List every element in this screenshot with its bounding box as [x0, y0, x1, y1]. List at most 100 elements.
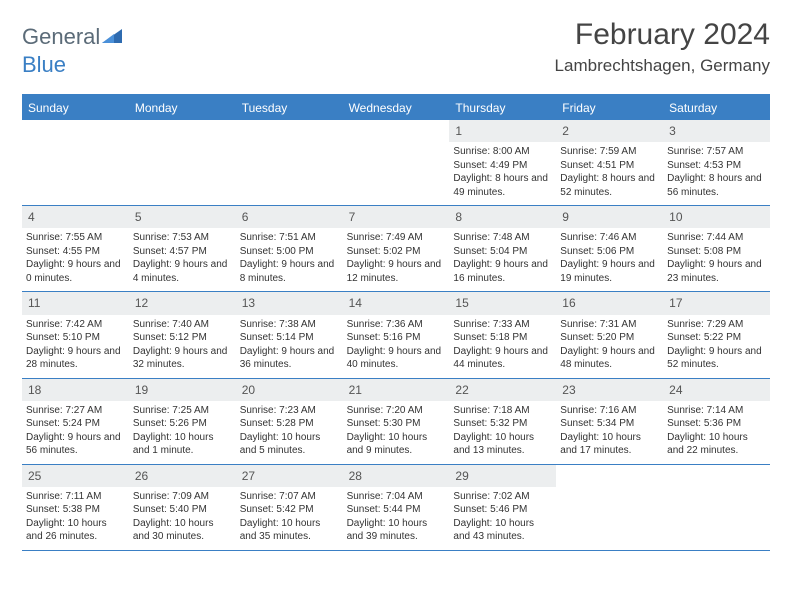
dow-sunday: Sunday	[22, 96, 129, 120]
daylight-text: Daylight: 9 hours and 48 minutes.	[560, 345, 659, 372]
day-details: Sunrise: 7:44 AMSunset: 5:08 PMDaylight:…	[667, 231, 766, 285]
day-details: Sunrise: 8:00 AMSunset: 4:49 PMDaylight:…	[453, 145, 552, 199]
day-cell: 15 Sunrise: 7:33 AMSunset: 5:18 PMDayligh…	[449, 292, 556, 377]
sunset-text: Sunset: 5:44 PM	[347, 503, 446, 517]
day-cell: 10 Sunrise: 7:44 AMSunset: 5:08 PMDayligh…	[663, 206, 770, 291]
sunset-text: Sunset: 5:00 PM	[240, 245, 339, 259]
day-number: 24	[663, 379, 770, 401]
daylight-text: Daylight: 9 hours and 36 minutes.	[240, 345, 339, 372]
day-cell: 9 Sunrise: 7:46 AMSunset: 5:06 PMDaylight…	[556, 206, 663, 291]
day-details: Sunrise: 7:57 AMSunset: 4:53 PMDaylight:…	[667, 145, 766, 199]
daylight-text: Daylight: 10 hours and 17 minutes.	[560, 431, 659, 458]
day-cell: 16Sunrise: 7:31 AMSunset: 5:20 PMDayligh…	[556, 292, 663, 377]
sunset-text: Sunset: 5:26 PM	[133, 417, 232, 431]
sunset-text: Sunset: 5:06 PM	[560, 245, 659, 259]
day-cell: 25Sunrise: 7:11 AMSunset: 5:38 PMDayligh…	[22, 465, 129, 550]
daylight-text: Daylight: 10 hours and 26 minutes.	[26, 517, 125, 544]
sunrise-text: Sunrise: 7:55 AM	[26, 231, 125, 245]
month-title: February 2024	[555, 18, 770, 52]
sunset-text: Sunset: 5:12 PM	[133, 331, 232, 345]
sunset-text: Sunset: 4:55 PM	[26, 245, 125, 259]
day-cell: 2Sunrise: 7:59 AMSunset: 4:51 PMDaylight…	[556, 120, 663, 205]
day-cell: 1Sunrise: 8:00 AMSunset: 4:49 PMDaylight…	[449, 120, 556, 205]
day-number: 26	[129, 465, 236, 487]
day-cell: 12Sunrise: 7:40 AMSunset: 5:12 PMDayligh…	[129, 292, 236, 377]
day-details: Sunrise: 7:38 AMSunset: 5:14 PMDaylight:…	[240, 318, 339, 372]
sunrise-text: Sunrise: 7:16 AM	[560, 404, 659, 418]
day-number: 28	[343, 465, 450, 487]
location-label: Lambrechtshagen, Germany	[555, 56, 770, 76]
sunset-text: Sunset: 5:22 PM	[667, 331, 766, 345]
week-row: 1Sunrise: 8:00 AMSunset: 4:49 PMDaylight…	[22, 120, 770, 206]
sunrise-text: Sunrise: 7:57 AM	[667, 145, 766, 159]
sunset-text: Sunset: 5:46 PM	[453, 503, 552, 517]
day-number: 21	[343, 379, 450, 401]
daylight-text: Daylight: 9 hours and 8 minutes.	[240, 258, 339, 285]
sunrise-text: Sunrise: 7:27 AM	[26, 404, 125, 418]
day-number: 15	[449, 292, 556, 314]
sunrise-text: Sunrise: 7:59 AM	[560, 145, 659, 159]
day-details: Sunrise: 7:23 AMSunset: 5:28 PMDaylight:…	[240, 404, 339, 458]
day-details: Sunrise: 7:16 AMSunset: 5:34 PMDaylight:…	[560, 404, 659, 458]
logo-text-blue: Blue	[22, 52, 66, 77]
sunrise-text: Sunrise: 7:53 AM	[133, 231, 232, 245]
daylight-text: Daylight: 10 hours and 1 minute.	[133, 431, 232, 458]
sunrise-text: Sunrise: 7:04 AM	[347, 490, 446, 504]
daylight-text: Daylight: 9 hours and 4 minutes.	[133, 258, 232, 285]
day-number: 10	[663, 206, 770, 228]
day-number: 22	[449, 379, 556, 401]
sunrise-text: Sunrise: 7:31 AM	[560, 318, 659, 332]
daylight-text: Daylight: 9 hours and 52 minutes.	[667, 345, 766, 372]
week-row: 18 Sunrise: 7:27 AMSunset: 5:24 PM Dayligh…	[22, 379, 770, 465]
sunset-text: Sunset: 5:02 PM	[347, 245, 446, 259]
day-cell: 22Sunrise: 7:18 AMSunset: 5:32 PMDayligh…	[449, 379, 556, 464]
sunrise-text: Sunrise: 7:14 AM	[667, 404, 766, 418]
day-number: 19	[129, 379, 236, 401]
sunset-text: Sunset: 5:32 PM	[453, 417, 552, 431]
day-cell: 26Sunrise: 7:09 AMSunset: 5:40 PMDayligh…	[129, 465, 236, 550]
daylight-text: Daylight: 9 hours and 16 minutes.	[453, 258, 552, 285]
day-details: Sunrise: 7:46 AMSunset: 5:06 PMDaylight:…	[560, 231, 659, 285]
dow-thursday: Thursday	[449, 96, 556, 120]
sunrise-text: Sunrise: 7:40 AM	[133, 318, 232, 332]
week-row: 4 Sunrise: 7:55 AMSunset: 4:55 PM Daylight…	[22, 206, 770, 292]
day-number: 9	[556, 206, 663, 228]
day-number: 18	[22, 379, 129, 401]
day-details: Sunrise: 7:11 AMSunset: 5:38 PMDaylight:…	[26, 490, 125, 544]
day-number: 4	[22, 206, 129, 228]
sunrise-text: Sunrise: 8:00 AM	[453, 145, 552, 159]
day-details: Sunrise: 7:29 AMSunset: 5:22 PMDaylight:…	[667, 318, 766, 372]
daylight-text: Daylight: 9 hours and 12 minutes.	[347, 258, 446, 285]
daylight-text: Daylight: 10 hours and 5 minutes.	[240, 431, 339, 458]
sunset-text: Sunset: 5:40 PM	[133, 503, 232, 517]
sunset-text: Sunset: 5:36 PM	[667, 417, 766, 431]
day-details: Sunrise: 7:33 AMSunset: 5:18 PMDaylight:…	[453, 318, 552, 372]
day-cell: 19 Sunrise: 7:25 AMSunset: 5:26 PMDayligh…	[129, 379, 236, 464]
day-cell	[129, 120, 236, 205]
day-details: Sunrise: 7:53 AMSunset: 4:57 PMDaylight:…	[133, 231, 232, 285]
day-cell: 17Sunrise: 7:29 AMSunset: 5:22 PMDayligh…	[663, 292, 770, 377]
day-number: 20	[236, 379, 343, 401]
sunset-text: Sunset: 5:30 PM	[347, 417, 446, 431]
sunset-text: Sunset: 5:08 PM	[667, 245, 766, 259]
day-cell: 7Sunrise: 7:49 AMSunset: 5:02 PMDaylight…	[343, 206, 450, 291]
sunset-text: Sunset: 5:24 PM	[26, 417, 125, 431]
day-number: 12	[129, 292, 236, 314]
day-details: Sunrise: 7:48 AMSunset: 5:04 PMDaylight:…	[453, 231, 552, 285]
sunrise-text: Sunrise: 7:25 AM	[133, 404, 232, 418]
daylight-text: Daylight: 10 hours and 39 minutes.	[347, 517, 446, 544]
day-number: 11	[22, 292, 129, 314]
day-cell: 18Sunrise: 7:27 AMSunset: 5:24 PMDayligh…	[22, 379, 129, 464]
sunrise-text: Sunrise: 7:36 AM	[347, 318, 446, 332]
sunrise-text: Sunrise: 7:02 AM	[453, 490, 552, 504]
day-number: 14	[343, 292, 450, 314]
sunrise-text: Sunrise: 7:20 AM	[347, 404, 446, 418]
day-of-week-header: Sunday Monday Tuesday Wednesday Thursday…	[22, 96, 770, 120]
dow-monday: Monday	[129, 96, 236, 120]
day-cell: 11Sunrise: 7:42 AMSunset: 5:10 PMDayligh…	[22, 292, 129, 377]
day-cell: 14Sunrise: 7:36 AMSunset: 5:16 PMDayligh…	[343, 292, 450, 377]
daylight-text: Daylight: 8 hours and 49 minutes.	[453, 172, 552, 199]
daylight-text: Daylight: 10 hours and 9 minutes.	[347, 431, 446, 458]
daylight-text: Daylight: 9 hours and 44 minutes.	[453, 345, 552, 372]
title-block: February 2024 Lambrechtshagen, Germany	[555, 18, 770, 76]
